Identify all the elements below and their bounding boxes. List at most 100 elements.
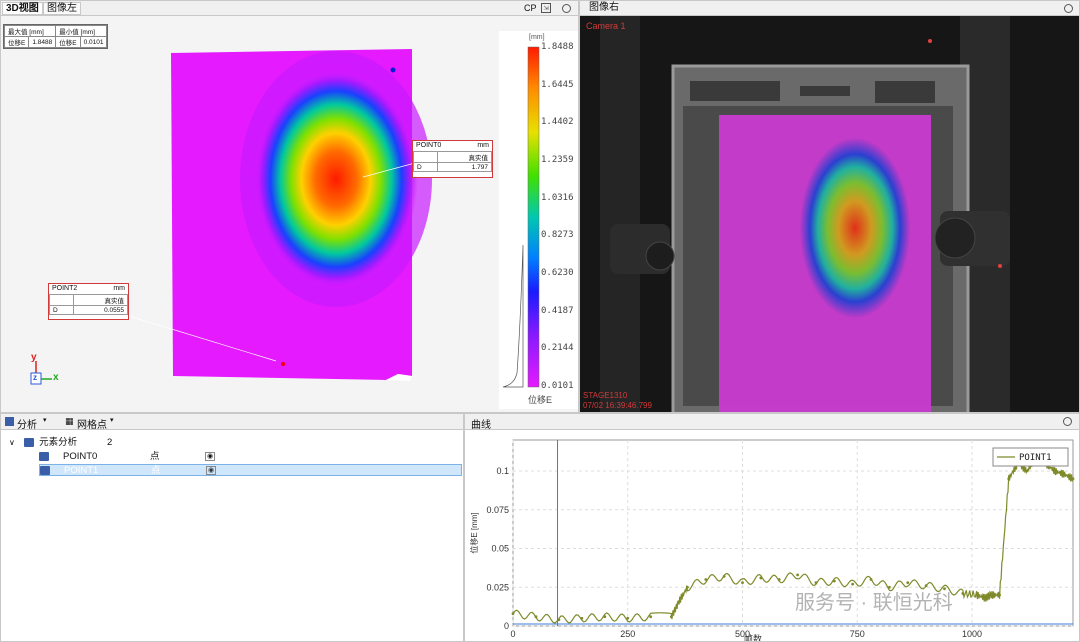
scale-tick-label: 0.2144 — [541, 343, 574, 354]
curve-chart[interactable]: 0 0.025 0.05 0.075 0.1 0 250 500 750 1000 POINT1 位移… — [465, 430, 1080, 642]
series-point — [704, 578, 708, 581]
close-circle-icon[interactable] — [562, 4, 571, 13]
element-analysis-icon — [23, 437, 34, 447]
tree-item-type: 点 — [151, 465, 161, 476]
series-point — [1071, 477, 1075, 481]
point0-row-label: D — [413, 162, 438, 172]
series-point — [1053, 469, 1057, 473]
tree-item-selected[interactable]: POINT1 点 ◉ — [39, 464, 462, 476]
series-point — [777, 578, 781, 581]
scale-tick-label: 1.8488 — [541, 42, 574, 52]
point0-unit: mm — [477, 142, 489, 149]
camera-label: Camera 1 — [586, 21, 626, 31]
y-tick-label: 0.025 — [486, 582, 509, 592]
series-point — [924, 584, 928, 588]
series-point — [741, 581, 744, 584]
point-icon — [40, 465, 50, 475]
series-point — [534, 615, 538, 619]
tree-item[interactable]: POINT0 点 ◉ — [39, 451, 462, 463]
point2-unit: mm — [113, 285, 125, 292]
point2-col-header: 真实值 — [72, 294, 129, 306]
series-point — [669, 615, 673, 619]
series-point — [686, 585, 689, 589]
color-scale-bar — [502, 46, 540, 388]
scale-tick-label: 1.6445 — [541, 79, 574, 90]
curve-header: 曲线 — [465, 414, 1079, 431]
series-point — [722, 575, 726, 578]
chevron-down-icon[interactable]: ▾ — [43, 417, 47, 424]
tree-root[interactable]: ∨ 元素分析 2 — [9, 437, 309, 449]
left-tabbar: 3D视图 图像左 CP ⇲ — [1, 1, 578, 16]
series-point — [649, 615, 653, 619]
tab-image-right[interactable]: 图像右 — [589, 2, 619, 13]
series-point — [1062, 472, 1066, 476]
contour-surface[interactable] — [1, 1, 579, 413]
series-point — [975, 593, 979, 597]
visibility-eye-icon[interactable]: ◉ — [205, 452, 215, 461]
tree-item-name: POINT0 — [63, 451, 98, 462]
watermark: 服务号 · 联恒光科 — [795, 592, 953, 614]
close-circle-icon[interactable] — [1064, 4, 1073, 13]
point2-row-label: D — [49, 305, 74, 315]
series-point — [759, 576, 763, 580]
point2-name: POINT2 — [52, 285, 78, 292]
y-tick-label: 0 — [504, 621, 509, 631]
grid-dropdown[interactable]: 网格点 — [77, 420, 107, 431]
y-tick-label: 0.05 — [491, 544, 509, 554]
series-point — [851, 582, 855, 586]
right-image-panel: 图像右 Camera 1 STAGE1310 — [579, 0, 1080, 413]
series-point — [869, 578, 873, 581]
series-point — [988, 593, 992, 597]
x-tick-label: 0 — [510, 629, 515, 639]
tree-item-type: 点 — [150, 451, 160, 462]
x-tick-label: 250 — [620, 629, 635, 639]
scale-tick-label: 1.4402 — [541, 117, 574, 128]
max-label: 位移E — [3, 36, 30, 48]
timestamp-label: 07/02 16:39:46.799 — [583, 401, 652, 410]
grid-icon: ▦ — [65, 416, 74, 426]
extrema-table: 最大值 [mm] 最小值 [mm] 位移E 1.8488 位移E 0.0101 — [3, 24, 109, 49]
tree-root-count: 2 — [107, 437, 113, 448]
series-point — [984, 596, 988, 600]
scale-tick-label: 1.0316 — [541, 192, 574, 203]
point2-callout[interactable]: POINT2 mm 真实值 D 0.0555 — [48, 283, 129, 320]
tree-root-label: 元素分析 — [39, 437, 78, 448]
scale-tick-label: 0.4187 — [541, 305, 574, 316]
cp-button[interactable]: CP — [524, 3, 537, 13]
chevron-down-icon[interactable]: ▾ — [110, 417, 114, 424]
series-point — [580, 616, 584, 620]
curve-panel: 曲线 0 0.025 0.05 0.075 0.1 0 250 500 750 1000 POINT… — [464, 413, 1080, 642]
tree-item-name: POINT1 — [64, 465, 99, 476]
series-point — [511, 612, 515, 615]
axis-triad — [30, 361, 52, 385]
series-point — [814, 581, 818, 584]
analysis-toolbar: 分析 ▾ ▦ 网格点 ▾ — [1, 414, 463, 431]
tab-image-left[interactable]: 图像左 — [43, 2, 81, 15]
curve-title: 曲线 — [471, 420, 491, 431]
scale-tick-label: 0.0101 — [541, 381, 574, 391]
expand-chevron-icon[interactable]: ∨ — [9, 438, 15, 447]
export-icon[interactable]: ⇲ — [541, 3, 551, 13]
series-point — [887, 585, 891, 589]
series-point — [943, 587, 946, 591]
analysis-panel: 分析 ▾ ▦ 网格点 ▾ ∨ 元素分析 2 POINT0 点 ◉ POINT1 … — [0, 413, 464, 642]
x-tick-label: 500 — [735, 629, 750, 639]
point0-callout[interactable]: POINT0 mm 真实值 D 1.797 — [412, 140, 493, 178]
camera-image[interactable] — [580, 16, 1080, 413]
series-point — [603, 615, 607, 619]
series-point — [796, 573, 799, 577]
y-axis-label: 位移E [mm] — [469, 512, 479, 553]
scale-tick-label: 1.2359 — [541, 155, 574, 165]
tab-3d-view[interactable]: 3D视图 — [2, 2, 43, 15]
close-circle-icon[interactable] — [1063, 417, 1072, 426]
left-3d-panel: 3D视图 图像左 CP ⇲ 最大值 [mm] 最小值 [mm] 位移E 1.84… — [0, 0, 579, 413]
series-point — [906, 581, 910, 584]
point-icon — [39, 451, 49, 461]
analysis-dropdown[interactable]: 分析 — [17, 420, 37, 431]
x-tick-label: 750 — [850, 629, 865, 639]
x-axis-label: 帧数 — [744, 633, 762, 642]
axis-z-label: z — [33, 373, 37, 382]
x-tick-label: 1000 — [962, 629, 982, 639]
min-value: 0.0101 — [79, 36, 108, 48]
visibility-eye-icon[interactable]: ◉ — [206, 466, 216, 475]
